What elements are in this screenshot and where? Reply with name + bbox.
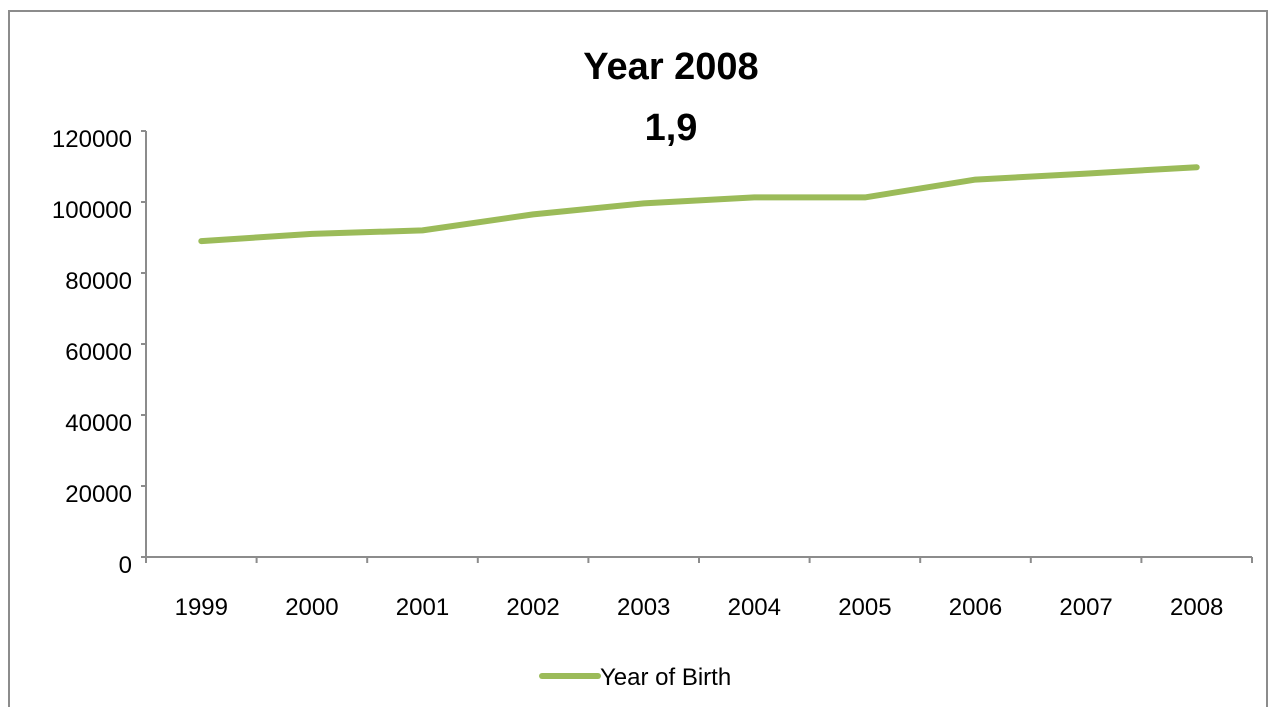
y-tick-label: 60000 xyxy=(65,339,132,366)
data-point xyxy=(1085,173,1087,175)
data-point xyxy=(422,229,423,231)
x-tick-label: 2005 xyxy=(838,594,891,621)
x-tick-label: 2003 xyxy=(617,594,670,621)
x-tick-label: 2002 xyxy=(506,594,559,621)
x-tick-label: 2000 xyxy=(285,594,338,621)
chart-axes xyxy=(145,131,1252,558)
x-tick-label: 2007 xyxy=(1059,594,1112,621)
data-point xyxy=(532,213,534,215)
x-tick-label: 1999 xyxy=(175,594,228,621)
y-tick-label: 40000 xyxy=(65,410,132,437)
x-tick-label: 2006 xyxy=(949,594,1002,621)
y-tick-label: 100000 xyxy=(52,197,132,224)
data-point xyxy=(643,202,645,204)
series-line xyxy=(198,164,1200,245)
y-tick-label: 20000 xyxy=(65,481,132,508)
x-tick-label: 2004 xyxy=(728,594,781,621)
chart-subtitle: 1,9 xyxy=(645,107,698,149)
legend: Year of Birth xyxy=(539,664,731,691)
data-point xyxy=(1196,166,1198,168)
data-point xyxy=(753,196,755,198)
x-tick-label: 2008 xyxy=(1170,594,1223,621)
data-point xyxy=(311,233,313,235)
series-layer xyxy=(198,164,1200,245)
data-point xyxy=(975,179,976,181)
y-axis-ticks: 0 20000 40000 60000 80000 100000 120000 xyxy=(52,126,146,579)
y-tick-label: 0 xyxy=(119,552,132,579)
legend-label: Year of Birth xyxy=(600,664,731,691)
x-tick-label: 2001 xyxy=(396,594,449,621)
chart-frame xyxy=(8,10,1268,707)
chart-title: Year 2008 xyxy=(583,46,758,88)
x-axis-ticks: 1999 2000 2001 2002 2003 2004 2005 2006 2007 2008 xyxy=(145,557,1253,621)
data-point xyxy=(864,196,866,198)
y-tick-label: 120000 xyxy=(52,126,132,153)
data-point xyxy=(200,240,202,242)
y-tick-label: 80000 xyxy=(65,268,132,295)
